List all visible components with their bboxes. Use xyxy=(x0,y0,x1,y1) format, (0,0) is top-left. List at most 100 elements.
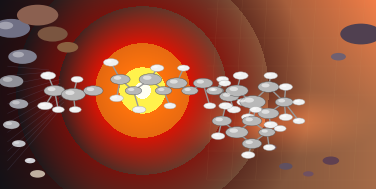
Circle shape xyxy=(323,156,339,165)
Circle shape xyxy=(179,66,184,68)
Circle shape xyxy=(227,106,241,113)
Circle shape xyxy=(259,128,275,136)
Circle shape xyxy=(52,107,64,113)
Circle shape xyxy=(279,163,293,170)
Circle shape xyxy=(209,88,215,91)
Circle shape xyxy=(264,121,277,128)
Circle shape xyxy=(241,114,255,121)
Circle shape xyxy=(3,121,20,129)
Circle shape xyxy=(281,85,287,87)
Circle shape xyxy=(206,104,211,106)
Circle shape xyxy=(226,85,248,96)
Circle shape xyxy=(217,76,229,82)
Circle shape xyxy=(240,96,265,108)
Circle shape xyxy=(258,108,279,119)
Circle shape xyxy=(233,72,248,79)
Circle shape xyxy=(244,153,249,155)
Circle shape xyxy=(71,76,83,82)
Circle shape xyxy=(265,144,277,150)
Circle shape xyxy=(153,66,158,68)
Circle shape xyxy=(258,82,279,92)
Circle shape xyxy=(214,134,219,136)
Circle shape xyxy=(6,122,12,125)
Circle shape xyxy=(26,159,30,161)
Circle shape xyxy=(103,59,118,66)
Circle shape xyxy=(295,119,300,121)
Circle shape xyxy=(177,65,190,71)
Circle shape xyxy=(265,145,270,148)
Circle shape xyxy=(30,170,45,178)
Circle shape xyxy=(3,77,12,82)
Circle shape xyxy=(331,53,346,60)
Circle shape xyxy=(226,127,248,138)
Circle shape xyxy=(340,24,376,44)
Circle shape xyxy=(44,85,65,96)
Circle shape xyxy=(206,87,223,95)
Circle shape xyxy=(40,103,46,106)
Circle shape xyxy=(0,19,30,38)
Circle shape xyxy=(0,75,23,87)
Circle shape xyxy=(69,107,81,113)
Circle shape xyxy=(158,88,164,91)
Circle shape xyxy=(229,129,238,133)
Circle shape xyxy=(9,99,28,109)
Circle shape xyxy=(293,118,305,124)
Circle shape xyxy=(139,74,162,85)
Circle shape xyxy=(132,106,146,113)
Circle shape xyxy=(219,80,231,86)
Circle shape xyxy=(242,139,262,149)
Circle shape xyxy=(114,76,121,80)
Circle shape xyxy=(246,140,253,144)
Circle shape xyxy=(83,86,103,96)
Circle shape xyxy=(240,99,245,102)
Circle shape xyxy=(57,42,78,53)
Circle shape xyxy=(73,77,78,80)
Circle shape xyxy=(266,122,271,125)
Circle shape xyxy=(262,110,270,114)
Circle shape xyxy=(38,102,53,110)
Circle shape xyxy=(242,116,262,126)
Circle shape xyxy=(266,73,271,76)
Circle shape xyxy=(279,84,293,90)
Circle shape xyxy=(278,99,285,102)
Circle shape xyxy=(38,26,68,42)
Circle shape xyxy=(279,114,293,121)
Circle shape xyxy=(71,108,76,110)
Circle shape xyxy=(211,133,225,139)
Circle shape xyxy=(303,171,314,177)
Circle shape xyxy=(281,115,287,117)
Circle shape xyxy=(219,102,232,109)
Circle shape xyxy=(111,74,130,84)
Circle shape xyxy=(244,98,254,103)
Circle shape xyxy=(295,100,300,102)
Circle shape xyxy=(41,72,56,79)
Circle shape xyxy=(61,88,85,101)
Circle shape xyxy=(12,140,26,147)
Circle shape xyxy=(211,88,217,91)
Circle shape xyxy=(0,22,13,29)
Circle shape xyxy=(212,116,232,126)
Circle shape xyxy=(110,95,123,102)
Circle shape xyxy=(166,104,171,106)
Circle shape xyxy=(246,118,253,121)
Circle shape xyxy=(236,73,241,76)
Circle shape xyxy=(244,115,249,117)
Circle shape xyxy=(12,101,20,104)
Circle shape xyxy=(223,93,230,97)
Circle shape xyxy=(150,65,164,71)
Circle shape xyxy=(155,87,172,95)
Circle shape xyxy=(276,126,281,129)
Circle shape xyxy=(241,152,255,158)
Circle shape xyxy=(128,88,134,91)
Circle shape xyxy=(143,76,152,80)
Circle shape xyxy=(17,5,58,26)
Circle shape xyxy=(218,77,223,80)
Circle shape xyxy=(193,78,213,88)
Circle shape xyxy=(229,107,235,110)
Circle shape xyxy=(293,99,305,105)
Circle shape xyxy=(12,52,24,57)
Circle shape xyxy=(221,104,226,106)
Circle shape xyxy=(87,87,94,91)
Circle shape xyxy=(166,78,187,88)
Circle shape xyxy=(25,158,35,163)
